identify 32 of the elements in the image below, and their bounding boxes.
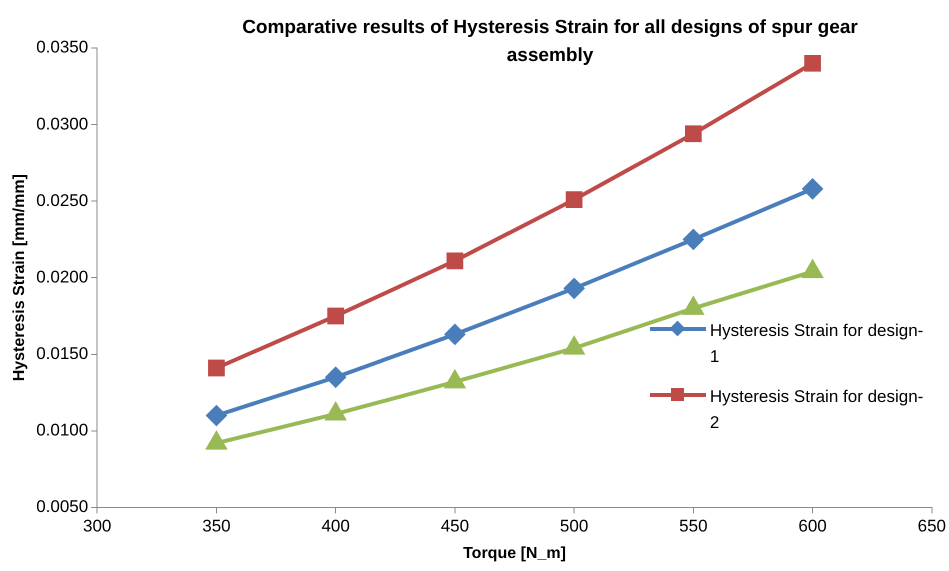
point: [566, 191, 582, 208]
x-tick-label: 500: [560, 516, 588, 536]
point: [327, 308, 344, 324]
legend-label: Hysteresis Strain for design-2: [710, 386, 924, 434]
x-tick-label: 300: [83, 516, 112, 536]
y-tick-label: 0.0250: [36, 190, 88, 210]
x-axis-title: Torque [N_m]: [463, 544, 566, 562]
point: [208, 360, 225, 376]
point: [802, 178, 823, 199]
x-tick-label: 450: [440, 516, 470, 536]
x-tick-label: 600: [798, 516, 827, 536]
y-tick-label: 0.0300: [36, 114, 88, 134]
y-tick-label: 0.0350: [36, 38, 88, 57]
point: [206, 406, 226, 426]
point: [804, 54, 821, 72]
y-tick-label: 0.0150: [36, 344, 88, 363]
x-tick-label: 350: [202, 516, 231, 536]
point: [564, 278, 584, 298]
chart-title: Comparative results of Hysteresis Strain for all designs of spur gear assembly: [241, 16, 859, 68]
x-tick-label: 400: [321, 516, 350, 536]
y-axis-title: Hysteresis Strain [mm/mm]: [11, 174, 28, 382]
x-tick-label: 650: [918, 516, 946, 536]
y-tick-label: 0.0050: [36, 497, 88, 516]
point: [446, 252, 464, 270]
point: [684, 125, 702, 142]
point: [444, 324, 465, 344]
y-tick-label: 0.0200: [36, 267, 88, 286]
point: [326, 367, 346, 388]
y-tick-label: 0.0100: [36, 420, 88, 440]
point: [683, 229, 704, 250]
legend-label: Hysteresis Strain for design-1: [710, 320, 924, 368]
x-tick-label: 550: [679, 516, 708, 536]
